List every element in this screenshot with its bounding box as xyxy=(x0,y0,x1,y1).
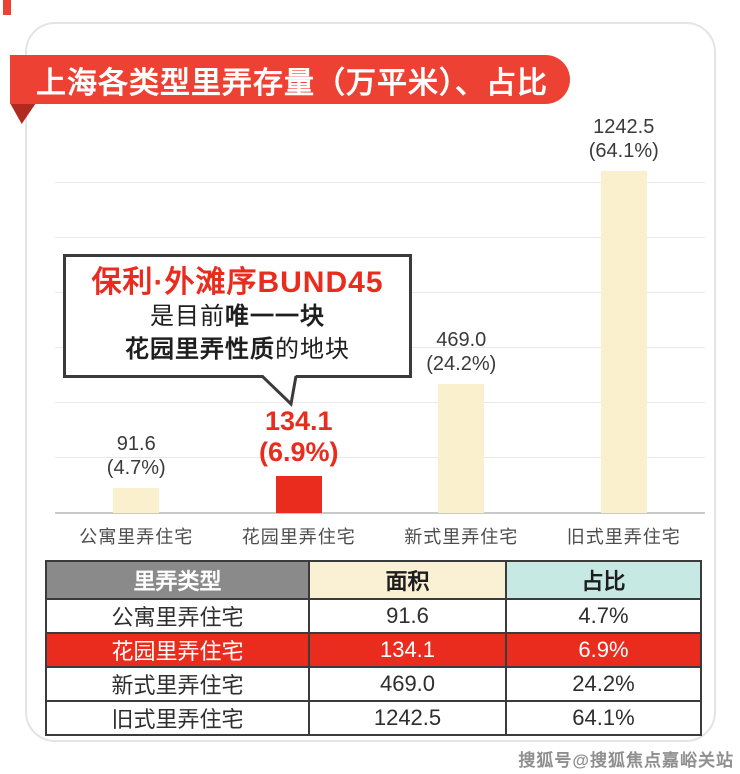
bar-percent: (24.2%) xyxy=(426,353,497,376)
bar-value-label: 91.6 (4.7%) xyxy=(56,432,216,480)
table-row-公寓里弄住宅: 公寓里弄住宅 91.6 4.7% xyxy=(45,598,702,634)
watermark-text: 搜狐号@搜狐焦点嘉峪关站 xyxy=(518,751,734,770)
callout-line3-bold: 花园里弄性质 xyxy=(125,336,275,363)
callout-line2-normal: 是目前 xyxy=(150,303,225,330)
bar-category-label: 新式里弄住宅 xyxy=(404,527,519,547)
bar-chart: 91.6 (4.7%) 公寓里弄住宅 134.1 (6.9%) 花园里弄住宅 469.0 (2… xyxy=(55,116,705,547)
table-row-新式里弄住宅: 新式里弄住宅 469.0 24.2% xyxy=(45,666,702,702)
data-table: 里弄类型 面积 占比 公寓里弄住宅 91.6 4.7% 花园里弄住宅 134.1 6.9% 新式里… xyxy=(45,560,702,736)
bar-percent: (6.9%) xyxy=(258,437,339,468)
callout-line3-normal: 的地块 xyxy=(275,336,350,363)
table-cell: 91.6 xyxy=(308,598,507,634)
bar-percent: (4.7%) xyxy=(106,456,166,479)
table-header-里弄类型: 里弄类型 xyxy=(45,560,310,600)
table-cell: 1242.5 xyxy=(308,700,507,736)
table-cell: 134.1 xyxy=(308,632,507,668)
callout-title: 保利·外滩序BUND45 xyxy=(91,266,384,299)
table-header-row: 里弄类型 面积 占比 xyxy=(45,560,702,600)
table-header-面积: 面积 xyxy=(308,560,507,600)
table-cell: 469.0 xyxy=(308,666,507,702)
bar-value-label: 469.0 (24.2%) xyxy=(381,328,541,376)
callout-bubble: 保利·外滩序BUND45 是目前唯一一块 花园里弄性质的地块 xyxy=(63,254,412,378)
callout-line-3: 花园里弄性质的地块 xyxy=(66,333,409,366)
bar-value-label: 134.1 (6.9%) xyxy=(219,406,379,468)
bar-category-label: 旧式里弄住宅 xyxy=(566,527,681,547)
bar-value: 134.1 xyxy=(264,406,333,437)
bar-value-label: 1242.5 (64.1%) xyxy=(544,115,704,163)
table-row-旧式里弄住宅: 旧式里弄住宅 1242.5 64.1% xyxy=(45,700,702,736)
gridline xyxy=(55,182,705,183)
gridline xyxy=(55,402,705,403)
x-axis-line xyxy=(55,512,705,514)
callout-tail xyxy=(260,374,298,408)
callout-line2-bold: 唯一一块 xyxy=(225,303,325,330)
table-cell: 新式里弄住宅 xyxy=(45,666,310,702)
lane-type-table: 里弄类型 面积 占比 公寓里弄住宅 91.6 4.7% 花园里弄住宅 134.1 6.9% 新式里… xyxy=(45,560,702,736)
bar-花园里弄住宅 xyxy=(275,476,322,513)
bar-value: 91.6 xyxy=(116,432,156,455)
table-row-花园里弄住宅: 花园里弄住宅 134.1 6.9% xyxy=(45,632,702,668)
gridline xyxy=(55,237,705,238)
table-cell: 6.9% xyxy=(505,632,702,668)
bar-percent: (64.1%) xyxy=(588,140,659,163)
bar-category-label: 公寓里弄住宅 xyxy=(79,527,194,547)
table-cell: 花园里弄住宅 xyxy=(45,632,310,668)
page-title: 上海各类型里弄存量（万平米）、占比 xyxy=(36,66,548,100)
table-cell: 4.7% xyxy=(505,598,702,634)
table-cell: 公寓里弄住宅 xyxy=(45,598,310,634)
corner-accent-mark xyxy=(3,0,11,15)
bar-新式里弄住宅 xyxy=(438,384,485,513)
gridline xyxy=(55,457,705,458)
callout-line-2: 是目前唯一一块 xyxy=(66,300,409,333)
table-cell: 旧式里弄住宅 xyxy=(45,700,310,736)
bar-公寓里弄住宅 xyxy=(113,487,160,513)
table-header-占比: 占比 xyxy=(505,560,702,600)
bar-value: 469.0 xyxy=(436,329,487,352)
title-banner: 上海各类型里弄存量（万平米）、占比 xyxy=(10,55,570,104)
bar-旧式里弄住宅 xyxy=(600,171,647,513)
bar-value: 1242.5 xyxy=(593,116,655,139)
table-cell: 64.1% xyxy=(505,700,702,736)
table-cell: 24.2% xyxy=(505,666,702,702)
bar-category-label: 花园里弄住宅 xyxy=(241,527,356,547)
